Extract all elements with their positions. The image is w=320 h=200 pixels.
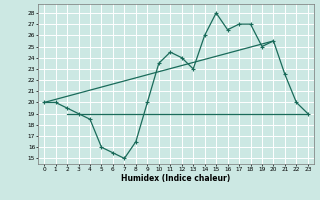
X-axis label: Humidex (Indice chaleur): Humidex (Indice chaleur)	[121, 174, 231, 183]
